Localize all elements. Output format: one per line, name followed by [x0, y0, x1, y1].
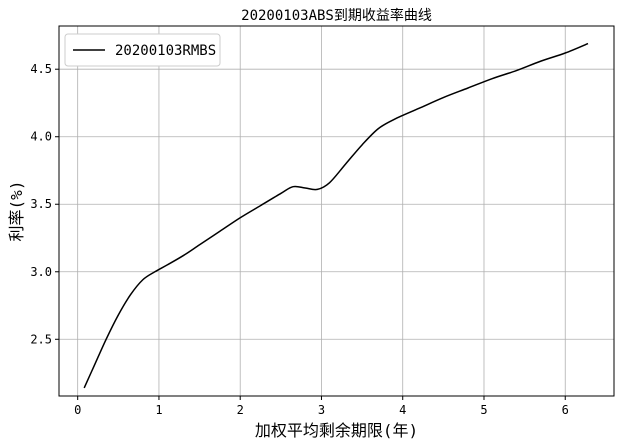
series-layer [83, 42, 589, 389]
series-line [83, 42, 589, 389]
y-tick-label: 2.5 [30, 332, 52, 346]
grid-lines [59, 26, 614, 396]
x-axis-ticks: 0 1 2 3 4 5 6 [74, 396, 569, 417]
y-tick-label: 3.0 [30, 265, 52, 279]
legend-box [64, 33, 221, 67]
x-axis-label: 加权平均剩余期限(年) [255, 421, 418, 440]
x-tick-label: 4 [399, 403, 406, 417]
y-tick-label: 4.5 [30, 62, 52, 76]
x-tick-label: 1 [155, 403, 162, 417]
x-tick-label: 2 [237, 403, 244, 417]
legend-label: 20200103RMBS [115, 43, 216, 59]
x-tick-label: 6 [562, 403, 569, 417]
x-tick-label: 5 [480, 403, 487, 417]
plot-frame [58, 25, 615, 397]
x-tick-label: 0 [74, 403, 81, 417]
chart-title: 20200103ABS到期收益率曲线 [241, 7, 432, 24]
x-tick-label: 3 [318, 403, 325, 417]
y-tick-label: 4.0 [30, 130, 52, 144]
y-axis-ticks: 2.5 3.0 3.5 4.0 4.5 [30, 62, 59, 346]
legend: 20200103RMBS [64, 33, 221, 67]
y-axis-label: 利率(%) [7, 181, 26, 242]
y-tick-label: 3.5 [30, 197, 52, 211]
